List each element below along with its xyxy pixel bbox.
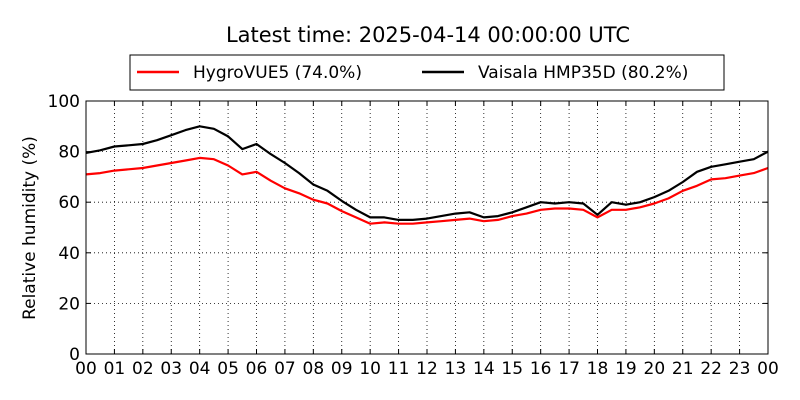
- x-tick-label: 08: [303, 359, 325, 379]
- x-tick-label: 23: [729, 359, 751, 379]
- ticks: [85, 100, 769, 355]
- grid: [86, 101, 768, 354]
- y-tick-label: 40: [58, 244, 80, 264]
- y-tick-labels: 0 20 40 60 80 100: [48, 92, 80, 365]
- x-tick-label: 22: [700, 359, 722, 379]
- series-line-hygrovue5: [85, 156, 769, 225]
- legend-label-vaisala: Vaisala HMP35D (80.2%): [478, 63, 688, 83]
- x-tick-label: 14: [473, 359, 495, 379]
- x-tick-labels: 00 01 02 03 04 05 06 07 08 09 10 11 12 13 14 15 16 17 18 19…: [75, 359, 779, 379]
- x-tick-label: 13: [445, 359, 467, 379]
- x-tick-label: 20: [644, 359, 666, 379]
- legend: HygroVUE5 (74.0%) Vaisala HMP35D (80.2%): [129, 54, 725, 91]
- x-tick-label: 15: [501, 359, 523, 379]
- x-tick-label: 19: [615, 359, 637, 379]
- x-tick-label: 00: [75, 359, 97, 379]
- x-tick-label: 04: [189, 359, 211, 379]
- series-layer: [85, 125, 769, 225]
- x-tick-label: 01: [104, 359, 126, 379]
- x-tick-label: 07: [274, 359, 296, 379]
- x-tick-label: 02: [132, 359, 154, 379]
- y-tick-label: 60: [58, 193, 80, 213]
- x-tick-label: 21: [672, 359, 694, 379]
- x-tick-label: 09: [331, 359, 353, 379]
- x-tick-label: 10: [359, 359, 381, 379]
- x-tick-label: 03: [160, 359, 182, 379]
- x-tick-label: 05: [217, 359, 239, 379]
- y-tick-label: 20: [58, 294, 80, 314]
- plot-frame: [85, 100, 769, 355]
- x-tick-label: 11: [388, 359, 410, 379]
- chart-title: Latest time: 2025-04-14 00:00:00 UTC: [226, 23, 630, 47]
- legend-label-hygrovue5: HygroVUE5 (74.0%): [193, 63, 362, 83]
- y-axis-label: Relative humidity (%): [20, 136, 40, 320]
- x-tick-label: 18: [587, 359, 609, 379]
- y-tick-label: 100: [48, 92, 80, 112]
- series-line-vaisala: [85, 125, 769, 221]
- x-tick-label: 12: [416, 359, 438, 379]
- y-tick-label: 0: [69, 345, 80, 365]
- x-tick-label: 06: [246, 359, 268, 379]
- x-tick-label: 00: [757, 359, 779, 379]
- y-tick-label: 80: [58, 143, 80, 163]
- x-tick-label: 17: [558, 359, 580, 379]
- x-tick-label: 16: [530, 359, 552, 379]
